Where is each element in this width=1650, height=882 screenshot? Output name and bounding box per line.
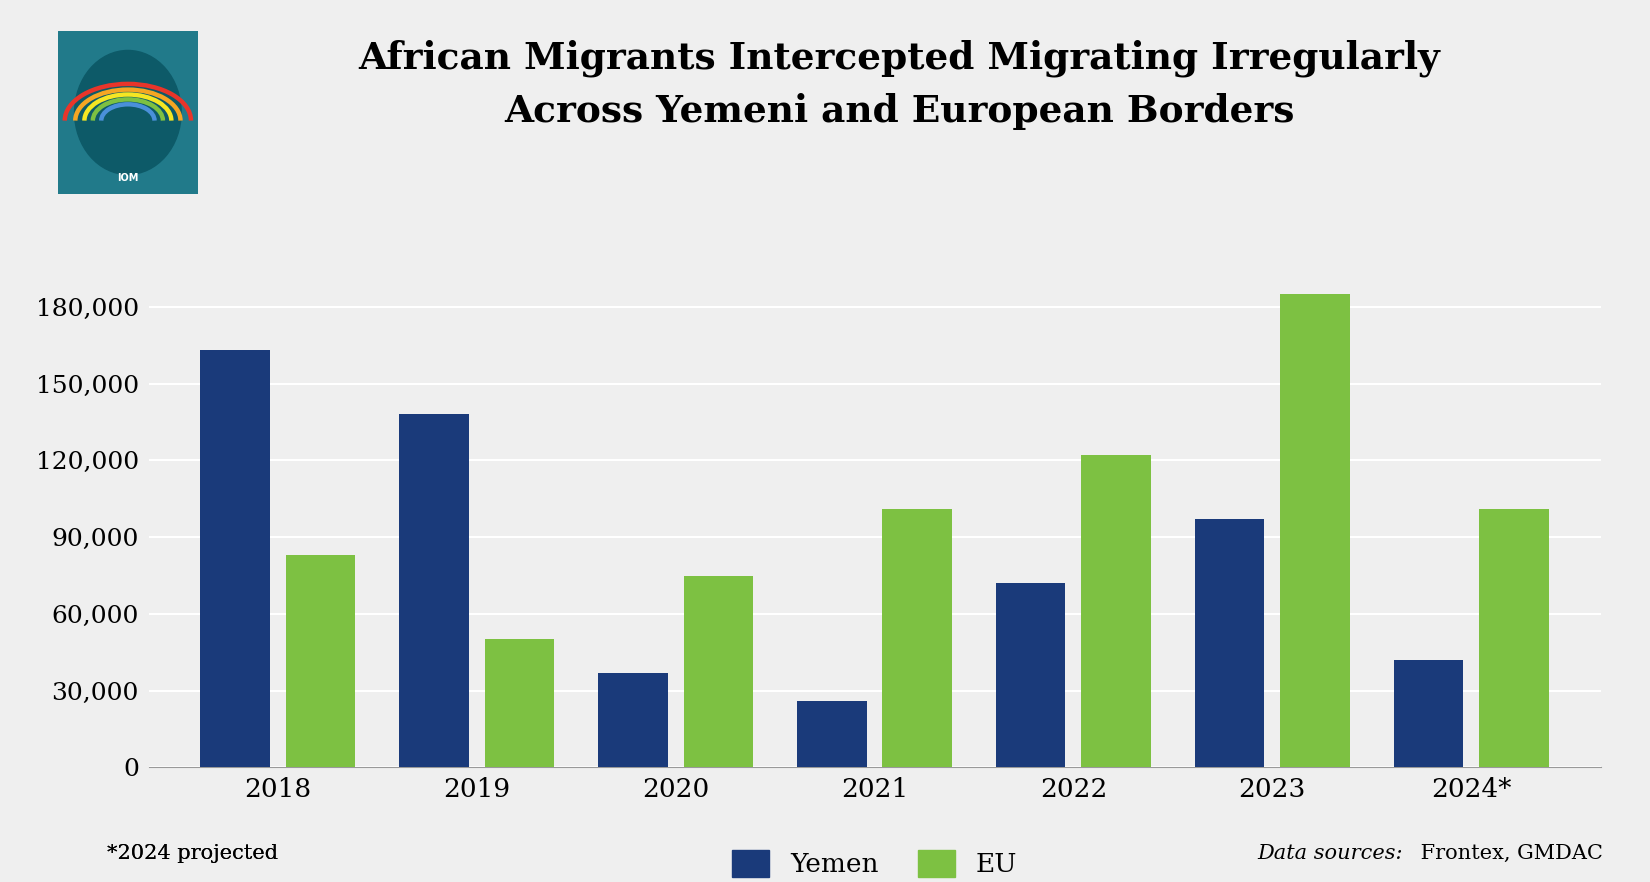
Bar	[485, 639, 554, 767]
Bar	[1195, 519, 1264, 767]
Bar	[1280, 295, 1350, 767]
Legend: Yemen, EU: Yemen, EU	[721, 840, 1028, 882]
Bar	[683, 575, 752, 767]
Text: Frontex, GMDAC: Frontex, GMDAC	[1414, 843, 1602, 863]
Text: Across Yemeni and European Borders: Across Yemeni and European Borders	[503, 93, 1295, 130]
Bar	[997, 583, 1066, 767]
Bar	[883, 509, 952, 767]
Bar	[597, 673, 668, 767]
Bar	[200, 350, 271, 767]
Circle shape	[74, 50, 182, 175]
Bar	[1394, 660, 1464, 767]
Bar	[285, 555, 355, 767]
Text: IOM: IOM	[117, 173, 139, 183]
Bar	[797, 701, 866, 767]
Bar	[1081, 455, 1152, 767]
Bar	[399, 415, 469, 767]
Text: African Migrants Intercepted Migrating Irregularly: African Migrants Intercepted Migrating I…	[358, 40, 1440, 78]
Bar	[1478, 509, 1549, 767]
Text: *2024 projected: *2024 projected	[107, 843, 279, 863]
Text: Data sources:: Data sources:	[1257, 843, 1402, 863]
Text: *2024 projected: *2024 projected	[107, 843, 279, 863]
